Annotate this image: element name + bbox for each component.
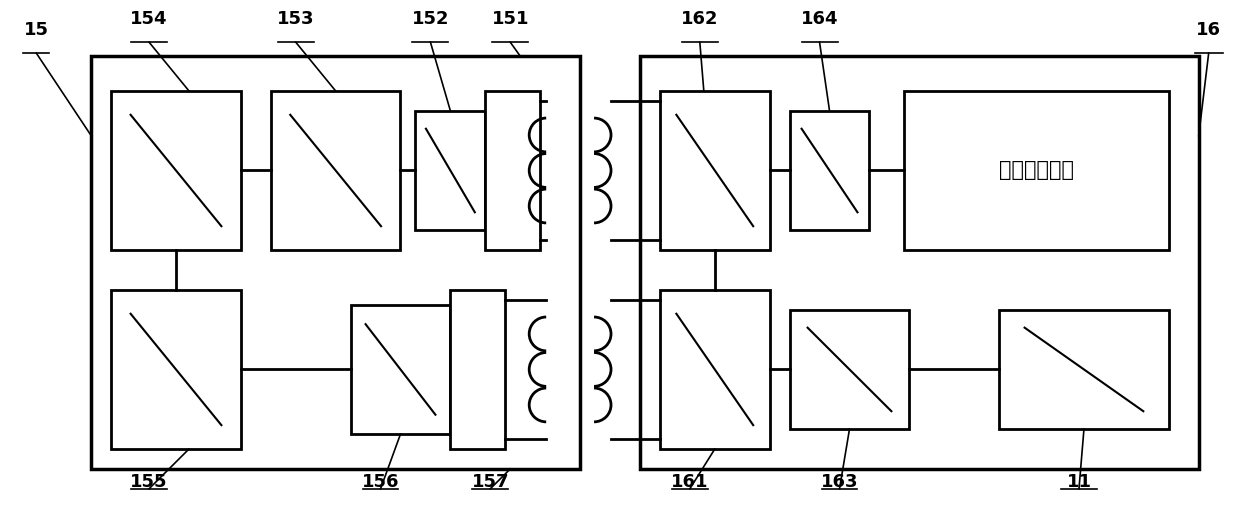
Text: 155: 155 xyxy=(130,473,167,491)
Bar xyxy=(485,91,541,250)
Text: 11: 11 xyxy=(1066,473,1091,491)
Bar xyxy=(112,91,241,250)
Bar xyxy=(640,56,1199,469)
Text: 163: 163 xyxy=(821,473,858,491)
Text: 156: 156 xyxy=(362,473,399,491)
Text: 16: 16 xyxy=(1197,21,1221,39)
Text: 157: 157 xyxy=(471,473,510,491)
Text: 152: 152 xyxy=(412,10,449,28)
Text: 164: 164 xyxy=(801,10,838,28)
Bar xyxy=(660,290,770,449)
Bar xyxy=(450,290,505,449)
Text: 电源控制单元: 电源控制单元 xyxy=(999,160,1074,180)
Bar xyxy=(351,305,450,434)
Bar xyxy=(270,91,401,250)
Text: 151: 151 xyxy=(491,10,529,28)
Bar xyxy=(904,91,1169,250)
Text: 15: 15 xyxy=(24,21,48,39)
Text: 161: 161 xyxy=(671,473,708,491)
Text: 153: 153 xyxy=(277,10,315,28)
Bar xyxy=(790,310,909,429)
Text: 154: 154 xyxy=(130,10,167,28)
Bar xyxy=(660,91,770,250)
Bar xyxy=(790,111,869,230)
Text: 162: 162 xyxy=(681,10,718,28)
Bar xyxy=(92,56,580,469)
Bar xyxy=(112,290,241,449)
Bar xyxy=(415,111,485,230)
Bar xyxy=(999,310,1169,429)
